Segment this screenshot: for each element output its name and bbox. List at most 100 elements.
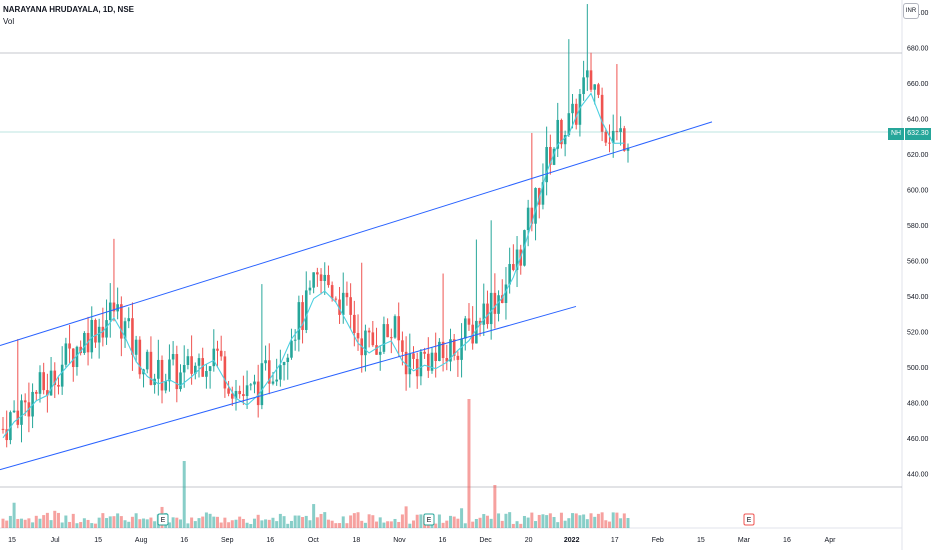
candle-body: [297, 302, 301, 340]
candle-body: [316, 272, 319, 275]
candle-body: [149, 351, 153, 385]
earnings-marker-label: E: [161, 517, 166, 524]
candle-body: [460, 338, 463, 360]
candle-body: [571, 103, 574, 114]
upper-trendline: [0, 121, 713, 346]
candle-body: [230, 393, 234, 399]
candle-body: [238, 390, 241, 395]
volume-bar: [448, 515, 452, 528]
candle-body: [349, 297, 352, 315]
volume-bar: [101, 513, 105, 528]
volume-bar: [500, 520, 504, 528]
volume-bar: [27, 518, 31, 528]
volume-bar: [541, 514, 545, 528]
y-tick-label: 500.00: [907, 365, 929, 372]
volume-bar: [138, 519, 142, 528]
y-tick-label: 540.00: [907, 294, 929, 301]
x-tick-label: 16: [180, 537, 188, 544]
volume-bar: [563, 520, 567, 528]
volume-bar: [42, 515, 46, 528]
volume-bar: [56, 512, 60, 528]
currency-icon[interactable]: INR: [903, 3, 919, 19]
volume-bar: [315, 517, 319, 528]
volume-bar: [267, 519, 271, 528]
volume-bar: [545, 515, 549, 528]
candle-body: [323, 274, 327, 281]
volume-bar: [604, 520, 608, 528]
candle-body: [20, 400, 23, 425]
candle-body: [545, 146, 548, 183]
volume-bar: [456, 518, 460, 528]
volume-bar: [371, 515, 375, 528]
volume-bar: [330, 520, 334, 528]
candle-body: [123, 321, 127, 339]
volume-bar: [64, 515, 68, 528]
volume-bar: [304, 515, 308, 528]
volume-bar: [130, 516, 134, 528]
candle-body: [345, 292, 349, 298]
volume-bar: [116, 513, 120, 528]
candle-body: [208, 366, 212, 372]
volume-bar: [90, 523, 94, 528]
candle-body: [608, 142, 611, 144]
volume-bar: [596, 513, 600, 528]
volume-bar: [238, 516, 242, 528]
candle-body: [504, 284, 508, 303]
candle-body: [574, 103, 578, 125]
volume-bar: [471, 521, 475, 528]
candle-body: [168, 359, 171, 382]
volume-bar: [389, 521, 393, 528]
candle-body: [489, 292, 493, 325]
candle-body: [116, 304, 119, 312]
volume-bar: [167, 522, 171, 528]
volume-bar: [326, 519, 330, 528]
candle-body: [9, 412, 12, 441]
candle-body: [227, 388, 230, 394]
earnings-marker-label: E: [427, 517, 432, 524]
volume-bar: [289, 520, 293, 528]
volume-bar: [175, 517, 179, 528]
volume-bar: [319, 513, 323, 528]
volume-bar: [105, 518, 109, 528]
volume-bar: [589, 513, 593, 528]
volume-bar: [68, 521, 72, 528]
candle-body: [626, 147, 630, 151]
volume-bar: [349, 515, 353, 528]
x-tick-label: 17: [611, 537, 619, 544]
candle-body: [205, 371, 208, 377]
volume-bar: [338, 523, 342, 528]
y-tick-label: 580.00: [907, 223, 929, 230]
x-tick-label: Jul: [51, 537, 60, 544]
volume-bar: [323, 512, 327, 528]
volume-bar: [293, 515, 297, 528]
candle-body: [441, 341, 445, 359]
x-tick-label: 20: [525, 537, 533, 544]
x-tick-label: 15: [94, 537, 102, 544]
earnings-marker-label: E: [747, 517, 752, 524]
volume-bar: [260, 520, 264, 528]
candle-body: [356, 332, 360, 339]
candle-body: [338, 299, 341, 315]
candle-body: [390, 337, 393, 339]
candle-body: [182, 364, 186, 373]
volume-bar: [108, 516, 112, 528]
y-tick-label: 640.00: [907, 116, 929, 123]
candle-body: [175, 354, 179, 390]
volume-bar: [578, 515, 582, 528]
candle-body: [216, 348, 219, 351]
x-tick-label: Feb: [652, 537, 664, 544]
volume-bar: [34, 515, 38, 528]
volume-bar: [508, 512, 512, 528]
volume-bar: [478, 517, 482, 528]
candle-body: [467, 318, 471, 325]
volume-bar: [127, 521, 131, 528]
earnings-marker: [157, 513, 169, 526]
candle-body: [112, 302, 116, 312]
candle-body: [249, 384, 253, 386]
candle-body: [393, 316, 397, 338]
candle-body: [449, 339, 452, 362]
candle-body: [212, 348, 216, 367]
candle-body: [493, 292, 497, 314]
candle-body: [134, 339, 138, 355]
